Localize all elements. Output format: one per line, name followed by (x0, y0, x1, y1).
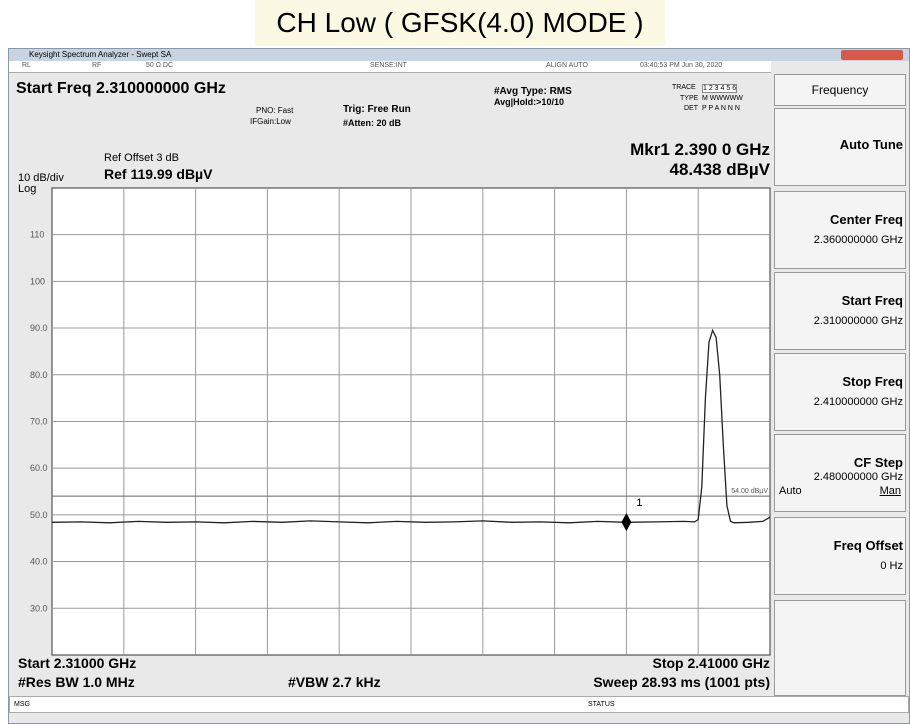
type-values: M WWWWW (702, 95, 743, 102)
status-item: RL (22, 62, 31, 69)
softkey[interactable]: Auto Tune (774, 108, 906, 186)
banner: CH Low ( GFSK(4.0) MODE ) (255, 0, 665, 46)
y-tick-label: 110 (30, 230, 44, 240)
softkey-value: 2.480000000 GHz (813, 471, 903, 483)
status-item: 50 Ω DC (146, 62, 174, 69)
y-tick-label: 90.0 (30, 323, 48, 333)
window-controls[interactable] (841, 50, 903, 60)
status-row (9, 61, 771, 73)
marker-level: 48.438 dBµV (669, 160, 770, 179)
avg-type: #Avg Type: RMS (494, 86, 572, 97)
marker (621, 513, 632, 532)
det-values: P P A N N N (702, 105, 740, 112)
trig: Trig: Free Run (343, 104, 411, 115)
marker-label: 1 (636, 497, 642, 509)
softkey[interactable]: Freq Offset 0 Hz (774, 517, 906, 595)
softkey-label: Freq Offset (833, 538, 903, 553)
softkey-value: 2.310000000 GHz (813, 315, 903, 327)
status-item: SENSE:INT (370, 62, 407, 69)
status-item: RF (92, 62, 102, 69)
trace-label: TRACE (672, 84, 696, 91)
trace (51, 328, 771, 524)
softkey-option: Man (879, 485, 901, 497)
banner-title: CH Low ( GFSK(4.0) MODE ) (276, 7, 644, 38)
softkey-label: CF Step (853, 455, 903, 470)
status-item: ALIGN AUTO (546, 62, 588, 69)
pno: PNO: Fast (256, 106, 294, 115)
softkey-blank (774, 600, 906, 696)
ref-level: Ref 119.99 dBµV (104, 166, 213, 182)
y-tick-label: 40.0 (30, 557, 48, 567)
softkey-label: Center Freq (830, 212, 903, 227)
y-tick-label: 100 (30, 276, 45, 286)
marker-freq: Mkr1 2.390 0 GHz (630, 140, 770, 159)
y-tick-label: 80.0 (30, 370, 48, 380)
menu-title: Frequency (774, 74, 906, 106)
softkey-label: Auto Tune (839, 137, 903, 152)
footer-sweep: Sweep 28.93 ms (1001 pts) (593, 674, 770, 690)
display-line-label: 54.00 dBµV (731, 488, 768, 495)
title-bar: Keysight Spectrum Analyzer - Swept SA (9, 49, 909, 61)
softkey-value: 2.410000000 GHz (813, 396, 903, 408)
softkey[interactable]: Stop Freq 2.410000000 GHz (774, 353, 906, 431)
avg-hold: Avg|Hold:>10/10 (494, 97, 564, 107)
footer-stop: Stop 2.41000 GHz (652, 655, 771, 671)
atten: #Atten: 20 dB (343, 118, 402, 128)
y-tick-label: 50.0 (30, 510, 48, 520)
footer-vbw: #VBW 2.7 kHz (288, 674, 381, 690)
scale-type: Log (18, 183, 37, 195)
scale: 10 dB/div (18, 172, 64, 184)
status-item: 03:40:53 PM Jun 30, 2020 (640, 62, 723, 69)
menu-label: Frequency (811, 83, 869, 97)
status: STATUS (588, 701, 615, 708)
y-tick-label: 70.0 (30, 416, 48, 426)
softkey[interactable]: Center Freq 2.360000000 GHz (774, 191, 906, 269)
softkey-option: Auto (779, 485, 802, 497)
type-label: TYPE (680, 95, 699, 102)
trace-values: 1 2 3 4 5 6 (702, 84, 738, 93)
footer-start: Start 2.31000 GHz (18, 655, 137, 671)
footer-rbw: #Res BW 1.0 MHz (18, 674, 135, 690)
start-freq-heading: Start Freq 2.310000000 GHz (16, 80, 226, 97)
window-title: Keysight Spectrum Analyzer - Swept SA (29, 50, 172, 59)
softkey[interactable]: Start Freq 2.310000000 GHz (774, 272, 906, 350)
y-tick-label: 30.0 (30, 603, 48, 613)
softkey-label: Stop Freq (842, 374, 903, 389)
msg: MSG (14, 701, 30, 708)
message-bar: MSG STATUS (9, 696, 909, 713)
softkey[interactable]: CF Step 2.480000000 GHz Auto Man (774, 434, 906, 512)
softkey-value: 2.360000000 GHz (813, 234, 903, 246)
softkey-value: 0 Hz (880, 560, 903, 572)
y-tick-label: 60.0 (30, 463, 48, 473)
ifgain: IFGain:Low (250, 117, 291, 126)
det-label: DET (684, 105, 698, 112)
softkey-label: Start Freq (841, 293, 903, 308)
ref-offset: Ref Offset 3 dB (104, 152, 180, 164)
